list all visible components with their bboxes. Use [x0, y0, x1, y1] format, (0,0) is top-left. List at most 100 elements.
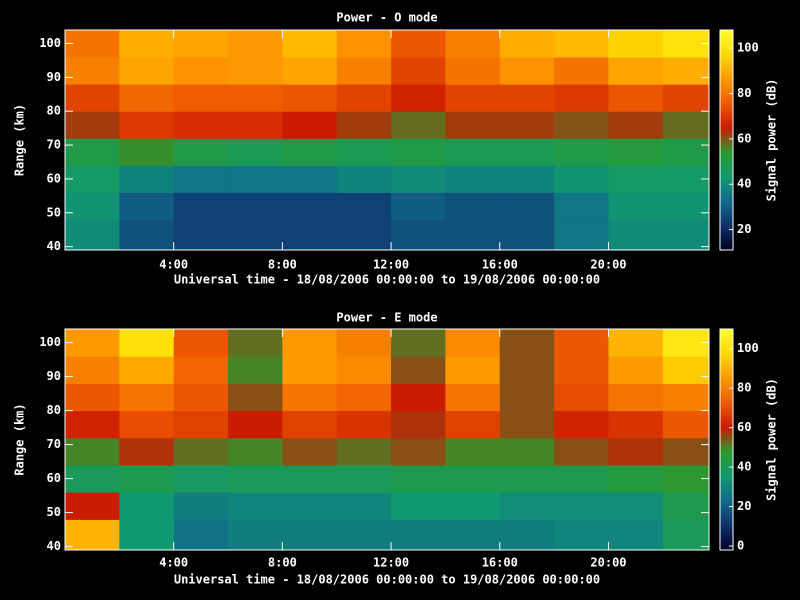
heat-cell [336, 356, 392, 384]
heat-cell [554, 383, 609, 412]
heat-cell [336, 492, 392, 520]
heat-cell [228, 30, 283, 58]
heat-cell [228, 138, 283, 166]
heat-cell [336, 192, 392, 221]
heat-cell [282, 138, 338, 166]
heat-cell [608, 383, 664, 412]
heat-cell [119, 519, 175, 550]
heat-cell [282, 329, 338, 357]
heat-cell [336, 465, 392, 493]
x-tick-label: 8:00 [268, 556, 297, 570]
heat-cell [336, 437, 392, 466]
heat-cell [662, 437, 709, 466]
heat-cell [173, 465, 229, 493]
heat-cell [173, 138, 229, 166]
heat-cell [282, 30, 338, 58]
heat-cell [445, 219, 501, 250]
heat-cell [391, 519, 446, 550]
heat-cell [391, 219, 446, 250]
heat-cell [228, 165, 283, 193]
heat-cell [65, 519, 120, 550]
heat-cell [391, 410, 446, 439]
heat-cell [662, 492, 709, 520]
heat-cell [173, 111, 229, 139]
heat-cell [554, 465, 609, 493]
heat-cell [608, 519, 664, 550]
y-tick-label: 80 [47, 403, 61, 417]
heat-cell [173, 30, 229, 58]
heat-cell [173, 84, 229, 112]
heat-cell [119, 492, 175, 520]
chart-title: Power - O mode [336, 11, 437, 25]
heat-cell [119, 383, 175, 412]
heat-cell [336, 519, 392, 550]
heat-cell [65, 192, 120, 221]
heat-cell [499, 84, 555, 112]
x-tick-label: 12:00 [373, 556, 409, 570]
heat-cell [445, 111, 501, 139]
heat-cell [228, 111, 283, 139]
heat-cell [173, 410, 229, 439]
y-axis-label: Range (km) [13, 403, 27, 475]
heat-cell [662, 519, 709, 550]
heat-cell [282, 219, 338, 250]
heat-cell [65, 410, 120, 439]
heat-cell [228, 219, 283, 250]
heat-cell [391, 356, 446, 384]
heat-cell [65, 30, 120, 58]
heat-cell [445, 329, 501, 357]
heat-cell [228, 465, 283, 493]
heat-cell [173, 219, 229, 250]
heat-cell [499, 492, 555, 520]
heat-cell [65, 465, 120, 493]
heat-cell [228, 329, 283, 357]
heat-cell [608, 219, 664, 250]
heat-cell [119, 219, 175, 250]
heat-cell [499, 356, 555, 384]
heat-cell [173, 356, 229, 384]
heat-cell [336, 329, 392, 357]
y-tick-label: 70 [47, 138, 61, 152]
heat-cell [445, 138, 501, 166]
heat-cell [391, 465, 446, 493]
heat-cell [173, 519, 229, 550]
colorbar-tick-label: 20 [737, 499, 751, 513]
heat-cell [608, 192, 664, 221]
heat-cell [119, 57, 175, 85]
heat-cell [445, 192, 501, 221]
heat-cell [608, 57, 664, 85]
heat-cell [662, 219, 709, 250]
heat-cell [554, 329, 609, 357]
heat-cell [662, 410, 709, 439]
heat-cell [336, 57, 392, 85]
heat-cell [228, 192, 283, 221]
heat-cell [662, 138, 709, 166]
heat-cell [554, 111, 609, 139]
x-tick-label: 20:00 [590, 556, 626, 570]
heat-cell [65, 492, 120, 520]
heat-cell [173, 492, 229, 520]
heat-cell [391, 329, 446, 357]
heat-cell [662, 84, 709, 112]
heat-cell [608, 437, 664, 466]
y-tick-label: 80 [47, 104, 61, 118]
heat-cell [65, 437, 120, 466]
heat-cell [499, 111, 555, 139]
x-tick-label: 16:00 [482, 258, 518, 272]
colorbar-tick-label: 80 [737, 381, 751, 395]
y-tick-label: 50 [47, 505, 61, 519]
heat-cell [65, 57, 120, 85]
heat-cell [608, 329, 664, 357]
y-tick-label: 60 [47, 171, 61, 185]
heat-cell [445, 84, 501, 112]
chart-title: Power - E mode [336, 311, 437, 325]
heat-cell [119, 465, 175, 493]
y-tick-label: 100 [39, 335, 61, 349]
heat-cell [65, 111, 120, 139]
heat-cell [554, 219, 609, 250]
heat-cell [119, 138, 175, 166]
colorbar-tick-label: 100 [737, 41, 759, 55]
heat-cell [228, 383, 283, 412]
heat-cell [554, 30, 609, 58]
heat-cell [608, 165, 664, 193]
